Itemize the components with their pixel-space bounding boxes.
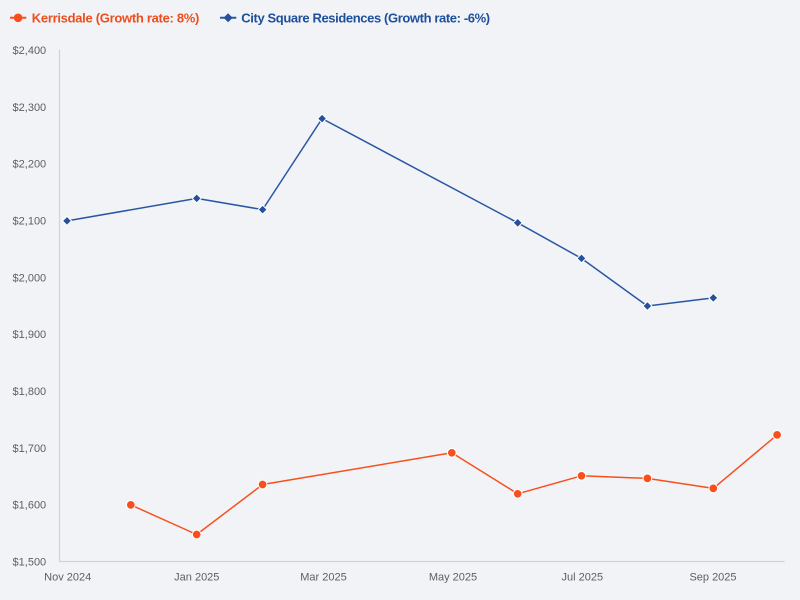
svg-text:$1,900: $1,900	[13, 329, 47, 341]
svg-text:$2,300: $2,300	[13, 102, 47, 114]
svg-text:Kerrisdale (Growth rate: 8%): Kerrisdale (Growth rate: 8%)	[32, 10, 200, 25]
svg-text:$1,600: $1,600	[13, 500, 47, 512]
svg-text:Sep 2025: Sep 2025	[689, 571, 736, 583]
svg-text:$1,500: $1,500	[13, 557, 47, 569]
svg-text:May 2025: May 2025	[429, 571, 477, 583]
svg-text:Nov 2024: Nov 2024	[44, 571, 91, 583]
svg-text:$2,400: $2,400	[13, 45, 47, 57]
svg-text:Jan 2025: Jan 2025	[174, 571, 219, 583]
svg-text:Jul 2025: Jul 2025	[562, 571, 604, 583]
svg-text:City Square Residences (Growth: City Square Residences (Growth rate: -6%…	[241, 10, 490, 25]
svg-text:$2,000: $2,000	[13, 272, 47, 284]
svg-text:Mar 2025: Mar 2025	[300, 571, 346, 583]
svg-text:$2,100: $2,100	[13, 216, 47, 228]
svg-text:$1,800: $1,800	[13, 386, 47, 398]
svg-text:$1,700: $1,700	[13, 443, 47, 455]
svg-text:$2,200: $2,200	[13, 159, 47, 171]
